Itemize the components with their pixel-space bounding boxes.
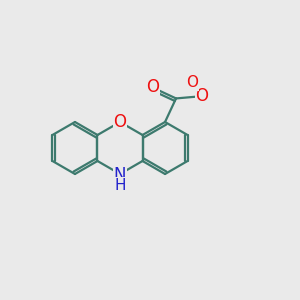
Text: H: H: [114, 178, 126, 193]
Text: O: O: [186, 75, 198, 90]
Text: N: N: [114, 166, 126, 184]
Text: O: O: [113, 113, 127, 131]
Text: O: O: [146, 78, 159, 96]
Text: O: O: [195, 87, 208, 105]
